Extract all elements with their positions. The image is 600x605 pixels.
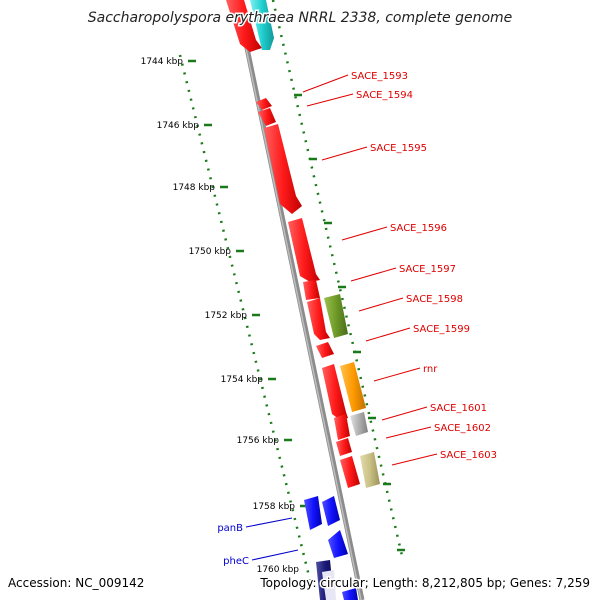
leader-line: [358, 297, 404, 312]
gene-arrow[interactable]: [303, 280, 320, 300]
gene-arrow[interactable]: [350, 412, 368, 436]
gene-label[interactable]: SACE_1599: [413, 324, 470, 335]
leader-line: [350, 267, 397, 282]
gene-arrow[interactable]: [324, 294, 348, 338]
leader-line: [365, 327, 411, 342]
gene-label[interactable]: SACE_1593: [351, 71, 408, 82]
kbp-tick-label: 1754 kbp: [221, 375, 264, 385]
leader-line: [391, 453, 438, 466]
gene-arrow[interactable]: [250, 0, 274, 50]
gene-arrow[interactable]: [288, 218, 320, 282]
inner-scale-track: [178, 54, 312, 581]
leader-line: [321, 146, 368, 161]
leader-line: [381, 406, 428, 421]
topology-text: Topology: circular; Length: 8,212,805 bp…: [259, 576, 590, 590]
leader-line: [341, 226, 388, 241]
gene-label[interactable]: SACE_1601: [430, 403, 487, 414]
gene-arrow[interactable]: [328, 530, 348, 558]
gene-label[interactable]: SACE_1598: [406, 294, 463, 305]
gene-features-blue: [304, 496, 358, 600]
gene-arrow[interactable]: [226, 0, 262, 52]
kbp-tick-label: 1750 kbp: [189, 247, 232, 257]
inner-track-ticks: [188, 59, 308, 508]
gene-arrow[interactable]: [258, 108, 276, 126]
gene-label[interactable]: SACE_1602: [434, 423, 491, 434]
gene-arrow[interactable]: [307, 298, 330, 340]
gene-label[interactable]: SACE_1594: [356, 90, 413, 101]
kbp-tick-label: 1760 kbp: [257, 565, 300, 575]
kbp-tick-label: 1756 kbp: [237, 436, 280, 446]
kbp-tick-label: 1752 kbp: [205, 311, 248, 321]
gene-arrow[interactable]: [316, 342, 334, 358]
gene-arrow[interactable]: [304, 496, 322, 530]
gene-label[interactable]: SACE_1596: [390, 223, 447, 234]
outer-track-ticks: [294, 93, 405, 552]
kbp-tick-label: 1758 kbp: [253, 502, 296, 512]
gene-features-outer-strand: [250, 0, 380, 488]
gene-label[interactable]: SACE_1595: [370, 143, 427, 154]
leader-line: [373, 367, 421, 382]
leader-line: [306, 93, 354, 107]
gene-label[interactable]: SACE_1597: [399, 264, 456, 275]
gene-label[interactable]: panB: [217, 523, 243, 534]
gene-label[interactable]: rnr: [423, 364, 438, 375]
leader-line: [385, 426, 432, 439]
gene-arrow[interactable]: [322, 496, 340, 526]
gene-features-inner-strand: [226, 0, 360, 488]
gene-arrow[interactable]: [256, 98, 272, 110]
gene-arrow[interactable]: [340, 362, 366, 412]
kbp-tick-label: 1744 kbp: [141, 57, 184, 67]
gene-arrow[interactable]: [322, 364, 348, 420]
gene-label[interactable]: SACE_1603: [440, 450, 497, 461]
gene-arrow[interactable]: [360, 452, 380, 488]
leader-line: [245, 517, 293, 528]
gene-arrow[interactable]: [334, 414, 350, 440]
leader-line: [302, 74, 349, 93]
genome-backbone: [234, 0, 365, 601]
accession-text: Accession: NC_009142: [8, 576, 144, 590]
gene-arrow[interactable]: [322, 570, 336, 600]
genome-backbone-highlight: [235, 0, 362, 601]
gene-leader-lines: [245, 74, 438, 561]
gene-label[interactable]: pheC: [223, 556, 249, 567]
gene-arrow[interactable]: [264, 124, 302, 214]
leader-line: [251, 549, 299, 561]
kbp-tick-label: 1746 kbp: [157, 121, 200, 131]
gene-arrow[interactable]: [340, 456, 360, 488]
gene-arrow[interactable]: [342, 588, 358, 600]
kbp-tick-label: 1748 kbp: [173, 183, 216, 193]
gene-labels: SACE_1593 SACE_1594 SACE_1595 SACE_1596 …: [217, 71, 497, 567]
kbp-tick-labels: 1744 kbp 1746 kbp 1748 kbp 1750 kbp 1752…: [141, 57, 300, 575]
map-title: Saccharopolyspora erythraea NRRL 2338, c…: [88, 10, 513, 26]
gene-arrow[interactable]: [336, 438, 352, 456]
